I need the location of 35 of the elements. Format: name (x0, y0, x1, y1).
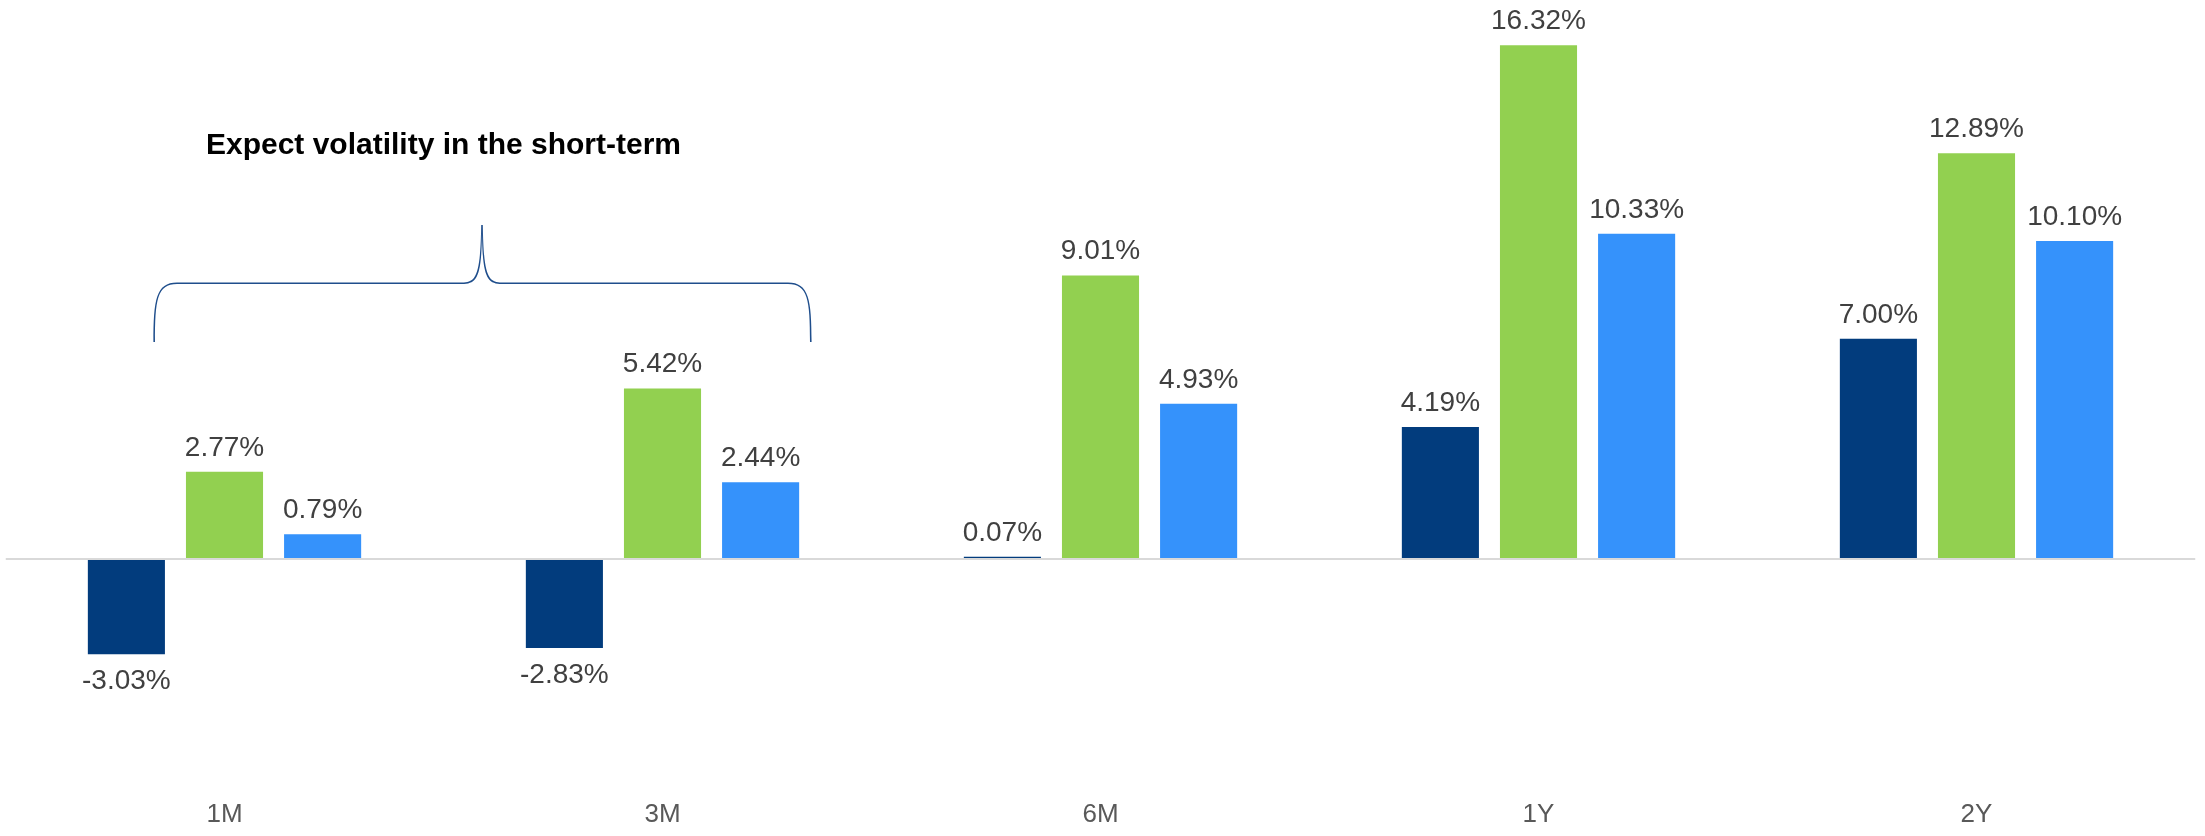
annotation: Expect volatility in the short-term (205, 127, 682, 161)
bar (722, 482, 800, 559)
bar (525, 559, 603, 649)
data-label: 12.89% (1929, 112, 2024, 144)
data-label: 5.42% (622, 347, 703, 379)
bar (284, 534, 362, 559)
bar (1061, 275, 1140, 559)
data-label: 7.00% (1838, 297, 1919, 329)
data-label: 10.10% (2027, 200, 2123, 232)
bar (1937, 153, 2016, 559)
data-label: 0.07% (962, 515, 1043, 547)
bar (1499, 45, 1578, 559)
data-label: 2.44% (720, 441, 801, 473)
x-tick-label: 2Y (1960, 797, 1993, 828)
data-label: 4.93% (1158, 362, 1239, 394)
data-label: -2.83% (520, 658, 609, 690)
x-tick-label: 1Y (1522, 797, 1555, 828)
bar (1839, 338, 1917, 559)
data-label: 9.01% (1060, 234, 1141, 266)
x-tick-label: 1M (206, 797, 243, 828)
bar (2036, 241, 2114, 559)
bar (623, 388, 702, 559)
bar (185, 471, 264, 559)
x-tick-label: 3M (644, 797, 681, 828)
bar (1598, 233, 1676, 559)
bar (1401, 427, 1479, 559)
data-label: -3.03% (82, 664, 171, 696)
data-label: 16.32% (1491, 4, 1586, 36)
data-label: 0.79% (282, 493, 363, 525)
bar (87, 559, 165, 655)
data-label: 10.33% (1589, 192, 1685, 224)
x-tick-label: 6M (1082, 797, 1119, 828)
data-label: 2.77% (184, 430, 265, 462)
bar (1160, 403, 1238, 559)
data-label: 4.19% (1400, 386, 1481, 418)
